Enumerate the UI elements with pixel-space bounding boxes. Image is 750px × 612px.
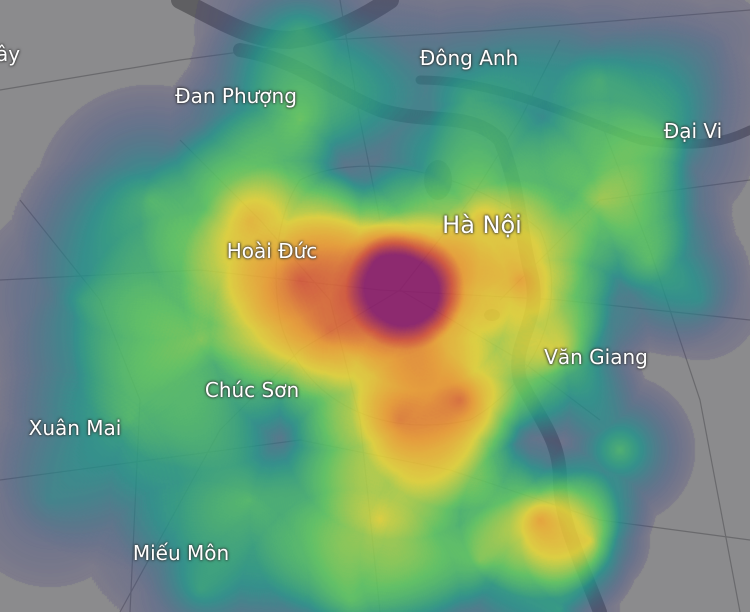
place-label-tay: ây — [0, 42, 21, 66]
place-label-hoai-duc: Hoài Đức — [226, 239, 318, 263]
place-label-chuc-son: Chúc Sơn — [204, 378, 300, 402]
place-label-ha-noi: Hà Nội — [442, 211, 522, 239]
place-label-xuan-mai: Xuân Mai — [28, 416, 122, 440]
place-label-dai-vi: Đại Vi — [663, 119, 723, 143]
place-label-mieu-mon: Miếu Môn — [132, 541, 230, 565]
place-label-dan-phuong: Đan Phượng — [175, 84, 297, 108]
place-label-dong-anh: Đông Anh — [419, 46, 519, 70]
place-label-van-giang: Văn Giang — [544, 345, 648, 369]
